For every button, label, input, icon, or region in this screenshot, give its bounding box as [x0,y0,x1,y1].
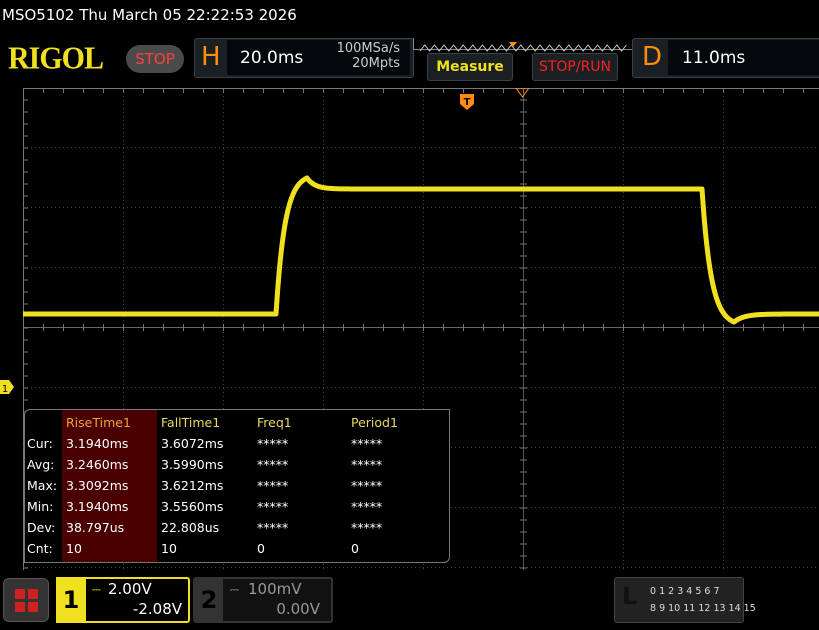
delay-readout [668,40,819,75]
column-header[interactable]: FallTime1 [161,415,221,430]
measurement-value: ***** [257,478,289,493]
row-label: Avg: [27,457,55,472]
measurement-value: 3.1940ms [66,436,129,451]
logic-bits-row1: 0 1 2 3 4 5 6 7 [650,586,720,597]
row-label: Min: [27,499,54,514]
logic-bits-row2: 8 9 10 11 12 13 14 15 [650,603,756,614]
measurement-value: 3.6072ms [161,436,224,451]
channel2-offset: 0.00V [276,600,320,618]
measurement-value: ***** [351,520,383,535]
measurement-value: ***** [351,457,383,472]
horizontal-readout [227,40,410,75]
sample-rate: 100MSa/s [336,41,400,56]
selected-column-highlight [62,410,157,562]
run-state-badge[interactable]: STOP [126,45,184,73]
measurement-value: 3.6212ms [161,478,224,493]
row-label: Dev: [27,520,56,535]
channel1-marker-label: 1 [2,384,8,395]
measurement-value: 22.808us [161,520,220,535]
main-menu-button[interactable] [3,578,49,622]
measurement-value: ***** [351,478,383,493]
acquisition-info: 100MSa/s 20Mpts [318,41,400,71]
column-header[interactable]: RiseTime1 [66,415,131,430]
waveform-display[interactable]: T 1 [0,88,819,570]
measurement-value: 0 [351,541,359,556]
measurement-value: ***** [351,499,383,514]
row-label: Cnt: [27,541,53,556]
measurement-value: ***** [257,499,289,514]
measurement-value: ***** [351,436,383,451]
channel2-scale: 100mV [248,580,302,598]
trigger-marker-icon: T [460,94,474,110]
timeline-zigzag-icon [419,42,627,52]
measurement-value: ***** [257,457,289,472]
channel1-number: 1 [56,577,86,623]
window-title: MSO5102 Thu March 05 22:22:53 2026 [2,6,297,24]
timebase-value: 20.0ms [240,48,304,68]
measurement-value: ***** [257,436,289,451]
dc-coupling-icon: ⎓ [92,583,101,596]
delay-label: D [642,42,663,72]
channel2-number: 2 [195,579,223,621]
trigger-time-marker-icon [515,88,530,98]
menu-grid-icon [15,589,38,612]
column-header[interactable]: Freq1 [257,415,292,430]
channel1-trace [23,175,819,325]
delay-value: 11.0ms [682,48,746,68]
measurement-value: 3.2460ms [66,457,129,472]
memory-timeline [413,38,635,52]
channel1-scale: 2.00V [108,580,152,598]
row-label: Cur: [27,436,53,451]
stop-run-button[interactable]: STOP/RUN [532,53,618,81]
trigger-marker-label: T [464,97,471,108]
measurement-value: 3.5990ms [161,457,224,472]
rigol-logo: RIGOL [8,41,104,76]
measurement-value: 3.3092ms [66,478,129,493]
trigger-position-icon [509,42,517,47]
dc-coupling-icon: ⎓ [230,583,239,596]
channel1-level-marker[interactable]: 1 [0,380,14,395]
measure-button[interactable]: Measure [427,53,513,81]
measurement-value: 3.1940ms [66,499,129,514]
memory-depth: 20Mpts [352,56,400,71]
logic-panel[interactable] [614,577,744,623]
horizontal-label: H [201,42,221,72]
measurement-value: 38.797us [66,520,125,535]
row-label: Max: [27,478,58,493]
measurement-value: 3.5560ms [161,499,224,514]
measurement-value: 10 [161,541,177,556]
column-header[interactable]: Period1 [351,415,398,430]
measurement-value: ***** [257,520,289,535]
measurement-value: 0 [257,541,265,556]
channel1-offset: -2.08V [132,600,182,618]
logic-label: L [622,582,638,610]
measurement-value: 10 [66,541,82,556]
